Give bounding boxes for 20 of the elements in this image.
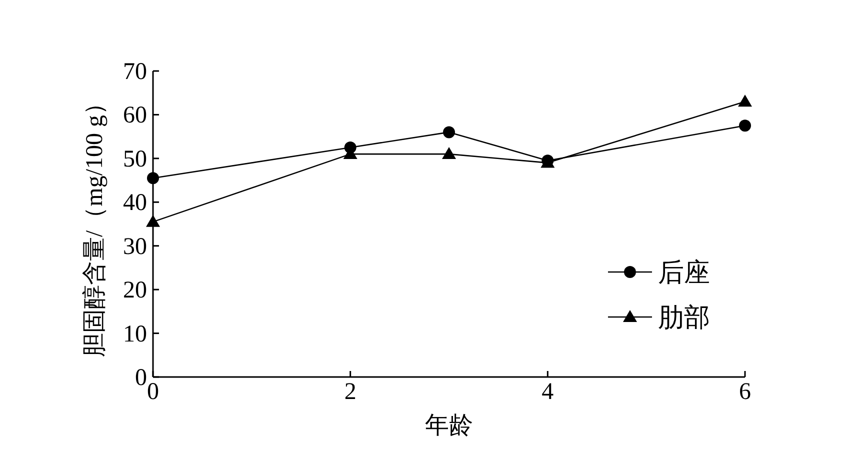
y-tick-label: 30 xyxy=(123,234,147,260)
y-tick-label: 60 xyxy=(123,102,147,129)
y-tick-label: 50 xyxy=(123,146,147,172)
point xyxy=(147,172,159,184)
x-tick-label: 2 xyxy=(344,379,356,405)
y-axis-title: 胆固醇含量/（mg/100 g） xyxy=(81,90,108,358)
point xyxy=(443,126,455,138)
x-tick-label: 4 xyxy=(542,379,554,405)
legend-label: 肋部 xyxy=(658,303,710,332)
x-tick-label: 6 xyxy=(739,379,751,405)
x-axis-title: 年龄 xyxy=(425,413,473,439)
y-tick-label: 70 xyxy=(123,59,147,85)
y-tick-label: 10 xyxy=(123,321,147,348)
point xyxy=(146,214,160,227)
point xyxy=(739,120,751,132)
point xyxy=(738,94,752,107)
y-tick-label: 40 xyxy=(123,190,147,216)
legend-label: 后座 xyxy=(658,258,710,287)
y-tick-label: 20 xyxy=(123,278,147,304)
point xyxy=(442,147,456,160)
